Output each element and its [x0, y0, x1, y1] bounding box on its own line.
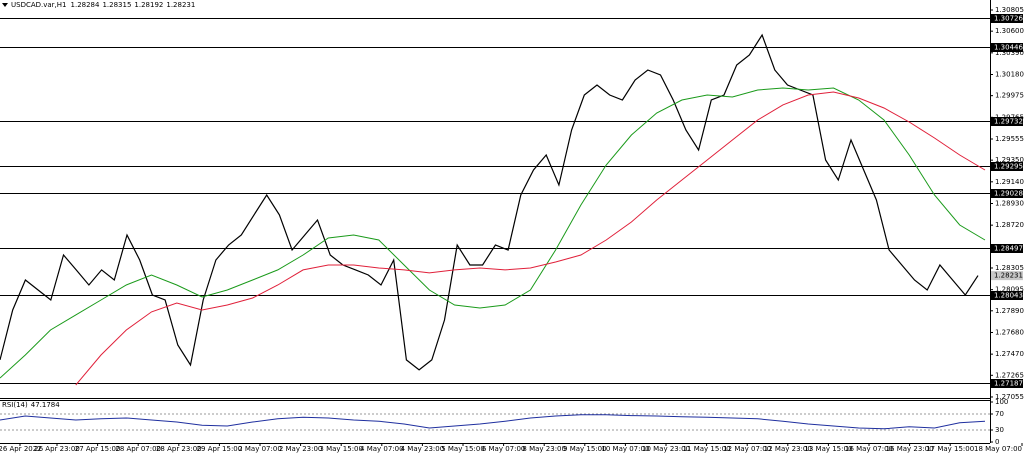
- price-label: 1.28231: [994, 272, 1023, 280]
- y-tick-label: 1.30600: [995, 27, 1024, 35]
- level-label-box: [991, 379, 1023, 388]
- x-tick-label: 28 Apr 23:00: [156, 445, 202, 453]
- x-tick-label: 10 May 07:00: [601, 445, 649, 453]
- level-label: 1.30726: [994, 15, 1023, 23]
- level-label-box: [991, 14, 1023, 23]
- ohlc-value: 1.28192: [134, 1, 163, 9]
- x-tick-label: 2 May 07:00: [238, 445, 282, 453]
- rsi-label: RSI(14): [2, 401, 28, 409]
- price-label-box: [991, 271, 1023, 281]
- level-label: 1.28497: [994, 245, 1023, 253]
- x-tick-label: 16 May 07:00: [845, 445, 893, 453]
- level-label-box: [991, 162, 1023, 171]
- y-tick-label: 30: [995, 426, 1004, 434]
- y-tick-label: 100: [995, 398, 1008, 406]
- y-tick-label: 1.28095: [995, 286, 1024, 294]
- y-tick-label: 1.30390: [995, 49, 1024, 57]
- y-tick-label: 1.28720: [995, 221, 1024, 229]
- x-tick-label: 16 May 23:00: [886, 445, 934, 453]
- x-tick-label: 2 May 23:00: [279, 445, 323, 453]
- x-tick-label: 11 May 15:00: [683, 445, 731, 453]
- x-tick-label: 12 May 23:00: [764, 445, 812, 453]
- y-tick-label: 1.27265: [995, 371, 1024, 379]
- rsi-value: 47.1784: [31, 401, 60, 409]
- ohlc-value: 1.28315: [102, 1, 131, 9]
- x-tick-label: 13 May 15:00: [804, 445, 852, 453]
- x-tick-label: 8 May 23:00: [522, 445, 566, 453]
- x-tick-label: 27 Apr 15:00: [75, 445, 121, 453]
- x-tick-label: 9 May 15:00: [563, 445, 607, 453]
- level-label: 1.29732: [994, 118, 1023, 126]
- x-tick-label: 12 May 07:00: [723, 445, 771, 453]
- level-label-box: [991, 244, 1023, 253]
- x-tick-label: 18 May 07:00: [974, 445, 1022, 453]
- y-tick-label: 1.27470: [995, 350, 1024, 358]
- level-label-box: [991, 117, 1023, 126]
- y-tick-label: 1.29975: [995, 92, 1024, 100]
- level-label-box: [991, 189, 1023, 198]
- y-tick-label: 1.28930: [995, 199, 1024, 207]
- x-tick-label: 6 May 07:00: [482, 445, 526, 453]
- x-tick-label: 26 Apr 2022: [0, 445, 42, 453]
- x-tick-label: 3 May 15:00: [319, 445, 363, 453]
- x-tick-label: 4 May 23:00: [401, 445, 445, 453]
- level-label: 1.29295: [994, 163, 1023, 171]
- x-tick-label: 4 May 07:00: [360, 445, 404, 453]
- x-tick-label: 17 May 15:00: [926, 445, 974, 453]
- y-tick-label: 1.29555: [995, 135, 1024, 143]
- series-line: [75, 91, 986, 386]
- level-label: 1.29028: [994, 190, 1023, 198]
- symbol: USDCAD.var,H1: [11, 1, 67, 9]
- series-line: [0, 87, 986, 379]
- y-tick-label: 1.27680: [995, 328, 1024, 336]
- series-line: [0, 414, 986, 430]
- x-tick-label: 28 Apr 07:00: [115, 445, 161, 453]
- y-tick-label: 1.27055: [995, 393, 1024, 401]
- series-line: [0, 33, 979, 371]
- ohlc-value: 1.28231: [166, 1, 195, 9]
- y-tick-label: 70: [995, 410, 1004, 418]
- y-tick-label: 1.30805: [995, 6, 1024, 14]
- level-label-box: [991, 291, 1023, 300]
- y-tick-label: 1.29140: [995, 178, 1024, 186]
- menu-arrow[interactable]: [2, 3, 8, 7]
- x-tick-label: 10 May 23:00: [642, 445, 690, 453]
- level-label: 1.28043: [994, 292, 1023, 300]
- level-label: 1.27187: [994, 380, 1023, 388]
- y-tick-label: 1.30180: [995, 71, 1024, 79]
- level-label-box: [991, 43, 1023, 52]
- y-tick-label: 1.27890: [995, 307, 1024, 315]
- y-tick-label: 1.29350: [995, 156, 1024, 164]
- x-tick-label: 29 Apr 15:00: [197, 445, 243, 453]
- ohlc-value: 1.28284: [71, 1, 100, 9]
- x-tick-label: 26 Apr 23:00: [34, 445, 80, 453]
- x-tick-label: 5 May 15:00: [441, 445, 485, 453]
- y-tick-label: 1.28305: [995, 264, 1024, 272]
- y-tick-label: 0: [995, 438, 999, 446]
- level-label: 1.30446: [994, 44, 1023, 52]
